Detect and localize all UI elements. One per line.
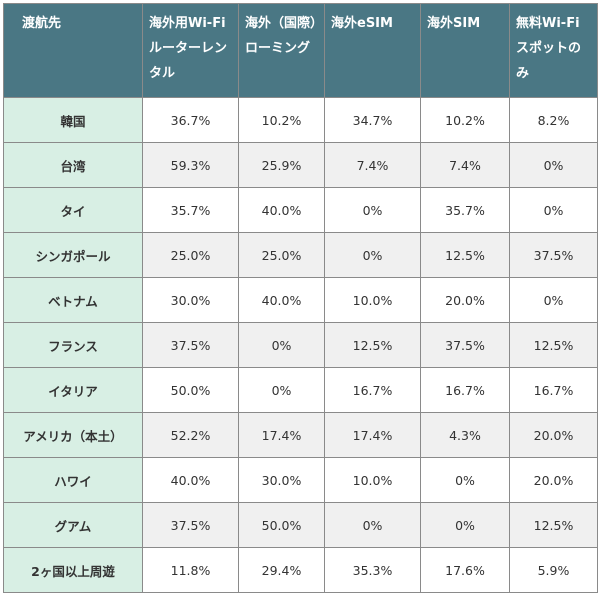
table-cell: 25.9%: [238, 142, 325, 188]
table-cell: 5.9%: [509, 547, 598, 593]
table-cell: 34.7%: [324, 97, 421, 143]
table-cell: 40.0%: [238, 277, 325, 323]
table-cell: 17.4%: [324, 412, 421, 458]
header-esim: 海外eSIM: [324, 3, 421, 98]
table-cell: 10.2%: [238, 97, 325, 143]
table-cell: 8.2%: [509, 97, 598, 143]
table-cell: 30.0%: [238, 457, 325, 503]
table-cell: 16.7%: [509, 367, 598, 413]
table-cell: 20.0%: [509, 457, 598, 503]
table-cell: 10.0%: [324, 457, 421, 503]
row-label: 韓国: [3, 97, 143, 143]
header-roaming: 海外（国際）ローミング: [238, 3, 325, 98]
table-cell: 29.4%: [238, 547, 325, 593]
table-cell: 17.4%: [238, 412, 325, 458]
table-cell: 16.7%: [420, 367, 510, 413]
table-cell: 4.3%: [420, 412, 510, 458]
table-cell: 12.5%: [420, 232, 510, 278]
table-cell: 36.7%: [142, 97, 239, 143]
table-cell: 35.7%: [420, 187, 510, 233]
table-cell: 0%: [509, 277, 598, 323]
table-cell: 25.0%: [142, 232, 239, 278]
table-cell: 16.7%: [324, 367, 421, 413]
table-row: アメリカ（本土） 52.2% 17.4% 17.4% 4.3% 20.0%: [3, 412, 598, 458]
table-cell: 12.5%: [509, 502, 598, 548]
table-cell: 20.0%: [509, 412, 598, 458]
table-cell: 35.7%: [142, 187, 239, 233]
row-label: シンガポール: [3, 232, 143, 278]
header-sim: 海外SIM: [420, 3, 510, 98]
header-destination: 渡航先: [3, 3, 143, 98]
row-label: ベトナム: [3, 277, 143, 323]
table-row: フランス 37.5% 0% 12.5% 37.5% 12.5%: [3, 322, 598, 368]
table-cell: 40.0%: [142, 457, 239, 503]
table-cell: 37.5%: [142, 502, 239, 548]
table-cell: 0%: [509, 187, 598, 233]
header-row: 渡航先 海外用Wi-Fiルーターレンタル 海外（国際）ローミング 海外eSIM …: [3, 3, 598, 98]
table-cell: 50.0%: [238, 502, 325, 548]
table-container: 渡航先 海外用Wi-Fiルーターレンタル 海外（国際）ローミング 海外eSIM …: [3, 3, 598, 593]
table-row: イタリア 50.0% 0% 16.7% 16.7% 16.7%: [3, 367, 598, 413]
table-row: シンガポール 25.0% 25.0% 0% 12.5% 37.5%: [3, 232, 598, 278]
header-free-wifi: 無料Wi-Fiスポットのみ: [509, 3, 598, 98]
table-row: ハワイ 40.0% 30.0% 10.0% 0% 20.0%: [3, 457, 598, 503]
table-cell: 25.0%: [238, 232, 325, 278]
table-cell: 0%: [238, 322, 325, 368]
table-cell: 7.4%: [324, 142, 421, 188]
table-row: 台湾 59.3% 25.9% 7.4% 7.4% 0%: [3, 142, 598, 188]
table-row: タイ 35.7% 40.0% 0% 35.7% 0%: [3, 187, 598, 233]
table-cell: 37.5%: [509, 232, 598, 278]
table-cell: 10.0%: [324, 277, 421, 323]
table-cell: 37.5%: [142, 322, 239, 368]
table-cell: 17.6%: [420, 547, 510, 593]
table-body: 韓国 36.7% 10.2% 34.7% 10.2% 8.2% 台湾 59.3% 25.9% 7.…: [3, 97, 598, 593]
row-label: タイ: [3, 187, 143, 233]
row-label: 台湾: [3, 142, 143, 188]
table-cell: 20.0%: [420, 277, 510, 323]
data-table: 渡航先 海外用Wi-Fiルーターレンタル 海外（国際）ローミング 海外eSIM …: [3, 3, 598, 593]
table-cell: 0%: [324, 232, 421, 278]
table-cell: 0%: [238, 367, 325, 413]
table-row: グアム 37.5% 50.0% 0% 0% 12.5%: [3, 502, 598, 548]
table-cell: 0%: [324, 502, 421, 548]
table-cell: 12.5%: [324, 322, 421, 368]
table-cell: 52.2%: [142, 412, 239, 458]
table-cell: 7.4%: [420, 142, 510, 188]
table-cell: 0%: [420, 457, 510, 503]
table-cell: 59.3%: [142, 142, 239, 188]
table-cell: 50.0%: [142, 367, 239, 413]
row-label: フランス: [3, 322, 143, 368]
table-cell: 0%: [420, 502, 510, 548]
row-label: イタリア: [3, 367, 143, 413]
table-cell: 35.3%: [324, 547, 421, 593]
table-cell: 10.2%: [420, 97, 510, 143]
row-label: グアム: [3, 502, 143, 548]
table-cell: 12.5%: [509, 322, 598, 368]
table-row: 2ヶ国以上周遊 11.8% 29.4% 35.3% 17.6% 5.9%: [3, 547, 598, 593]
row-label: アメリカ（本土）: [3, 412, 143, 458]
table-cell: 30.0%: [142, 277, 239, 323]
table-cell: 0%: [324, 187, 421, 233]
row-label: 2ヶ国以上周遊: [3, 547, 143, 593]
table-cell: 40.0%: [238, 187, 325, 233]
row-label: ハワイ: [3, 457, 143, 503]
table-cell: 37.5%: [420, 322, 510, 368]
table-row: 韓国 36.7% 10.2% 34.7% 10.2% 8.2%: [3, 97, 598, 143]
table-row: ベトナム 30.0% 40.0% 10.0% 20.0% 0%: [3, 277, 598, 323]
header-wifi-rental: 海外用Wi-Fiルーターレンタル: [142, 3, 239, 98]
table-cell: 11.8%: [142, 547, 239, 593]
table-cell: 0%: [509, 142, 598, 188]
